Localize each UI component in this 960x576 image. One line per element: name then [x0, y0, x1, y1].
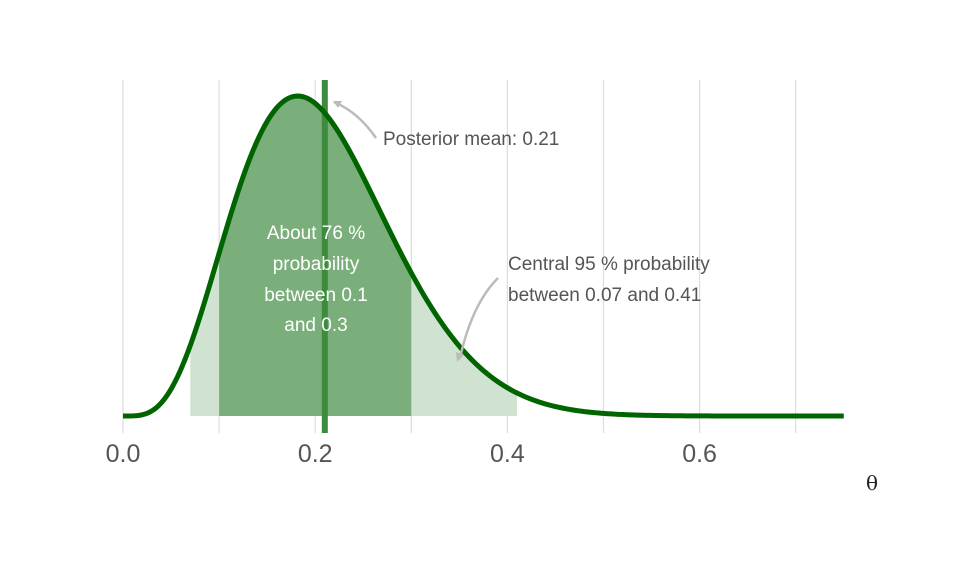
mean-annotation: Posterior mean: 0.21 — [333, 100, 559, 150]
x-tick-label-0.0: 0.0 — [106, 440, 141, 468]
density-curve — [123, 93, 844, 419]
inner-interval-label: About 76 % probability between 0.1 and 0… — [264, 223, 368, 336]
inner-label-line-4: and 0.3 — [284, 315, 347, 336]
central-annotation-line-1: Central 95 % probability — [508, 254, 710, 275]
inner-label-line-3: between 0.1 — [264, 285, 368, 306]
x-axis-ticks: 0.0 0.2 0.4 0.6 — [106, 440, 717, 468]
x-axis-title: θ — [866, 471, 878, 495]
mean-arrow-head — [333, 101, 342, 108]
central-annotation-arrow — [458, 277, 499, 359]
mean-annotation-text: Posterior mean: 0.21 — [383, 129, 559, 150]
inner-76-interval-area — [219, 96, 412, 416]
inner-label-line-1: About 76 % — [267, 223, 365, 244]
x-tick-label-0.2: 0.2 — [298, 440, 333, 468]
central-annotation: Central 95 % probability between 0.07 an… — [456, 254, 710, 362]
x-tick-label-0.6: 0.6 — [682, 440, 717, 468]
central-annotation-line-2: between 0.07 and 0.41 — [508, 285, 701, 306]
central-arrow-head — [456, 352, 464, 362]
x-tick-label-0.4: 0.4 — [490, 440, 525, 468]
inner-label-line-2: probability — [273, 254, 360, 275]
